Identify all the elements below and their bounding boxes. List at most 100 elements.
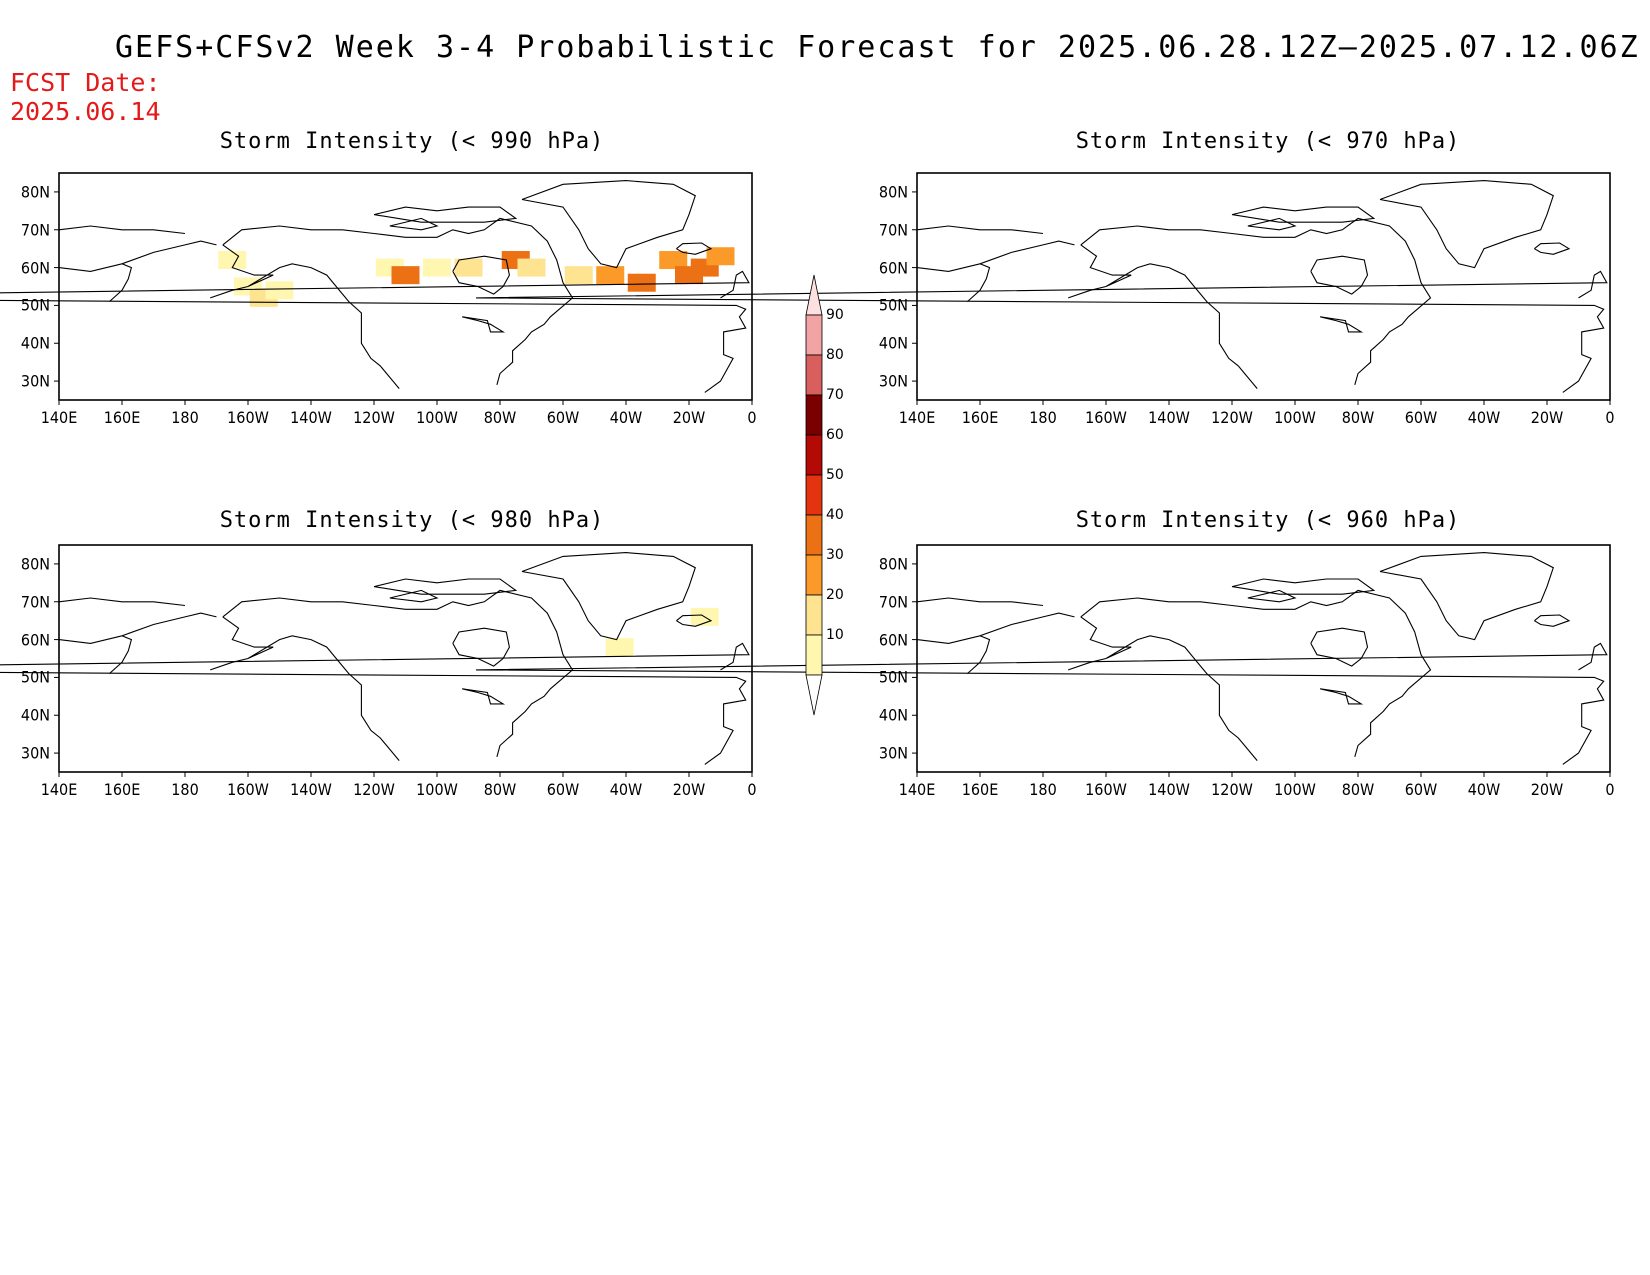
lon-label: 0	[747, 408, 757, 427]
lon-label: 120W	[1211, 780, 1253, 799]
coastline	[967, 263, 991, 303]
coastline	[1080, 616, 1258, 761]
coastline	[1310, 255, 1369, 295]
colorbar-segment	[805, 354, 823, 396]
coastline	[1379, 180, 1554, 269]
coastline	[373, 578, 518, 595]
lat-label: 70N	[20, 220, 50, 240]
map-panel-970	[475, 172, 1611, 405]
coastline	[222, 244, 400, 389]
coastline	[0, 642, 750, 765]
colorbar-segment	[805, 314, 823, 356]
coastline	[1534, 242, 1571, 255]
coastline	[210, 657, 249, 671]
colorbar-segment	[805, 434, 823, 476]
lon-label: 140W	[1148, 408, 1190, 427]
lon-label: 180	[171, 780, 199, 799]
coastline	[916, 225, 1044, 235]
lon-label: 120W	[1211, 408, 1253, 427]
lon-label: 140E	[898, 780, 936, 799]
lon-label: 80W	[1341, 408, 1375, 427]
coastline	[452, 255, 510, 295]
lat-label: 80N	[20, 554, 50, 574]
lon-label: 140W	[290, 780, 332, 799]
lon-label: 140W	[1148, 780, 1190, 799]
lon-label: 40W	[609, 780, 643, 799]
coastline	[0, 270, 750, 393]
lat-label: 40N	[20, 705, 50, 725]
lon-label: 100W	[1274, 780, 1316, 799]
lon-label: 160W	[227, 408, 269, 427]
colorbar-label: 20	[826, 587, 844, 603]
coastline	[58, 240, 217, 272]
colorbar-segment	[805, 634, 823, 676]
prob-cell	[564, 266, 593, 285]
coastline	[1080, 217, 1432, 386]
lon-label: 20W	[1530, 408, 1564, 427]
colorbar-label: 60	[826, 427, 844, 443]
lat-label: 40N	[878, 705, 908, 725]
prob-cell	[218, 251, 247, 270]
map-panel-980	[0, 544, 753, 777]
coastline	[1247, 589, 1297, 603]
lat-label: 60N	[878, 258, 908, 278]
lon-label: 140E	[40, 780, 78, 799]
lat-label: 80N	[878, 554, 908, 574]
panel-title-960: Storm Intensity (< 960 hPa)	[1075, 508, 1461, 533]
coastline	[210, 285, 249, 299]
lat-label: 40N	[20, 333, 50, 353]
coastline	[967, 635, 991, 675]
colorbar-segment	[805, 514, 823, 556]
coastline	[109, 263, 133, 303]
coastline	[222, 589, 574, 758]
lon-label: 100W	[1274, 408, 1316, 427]
lon-label: 60W	[546, 780, 580, 799]
prob-cell	[659, 251, 688, 270]
lat-label: 70N	[20, 592, 50, 612]
map-frame	[58, 544, 753, 773]
coastline	[462, 688, 506, 705]
coastline	[462, 316, 506, 333]
coastline	[1320, 316, 1364, 333]
coastline	[1231, 578, 1376, 595]
coastline	[389, 589, 439, 603]
lon-label: 20W	[672, 408, 706, 427]
lon-label: 180	[1029, 780, 1057, 799]
panel-title-980: Storm Intensity (< 980 hPa)	[219, 508, 605, 533]
map-frame	[916, 544, 1611, 773]
coastline	[916, 240, 1075, 272]
lon-label: 80W	[483, 780, 517, 799]
coastline	[1310, 627, 1369, 667]
lon-label: 80W	[1341, 780, 1375, 799]
colorbar-segment	[805, 594, 823, 636]
coastline	[389, 217, 439, 231]
colorbar-top-arrow	[805, 274, 823, 316]
lat-label: 50N	[878, 295, 908, 315]
lat-label: 30N	[878, 743, 908, 763]
panel-title-990: Storm Intensity (< 990 hPa)	[219, 129, 605, 154]
coastline	[1247, 217, 1297, 231]
prob-cell	[391, 266, 420, 285]
lat-label: 60N	[20, 258, 50, 278]
colorbar-label: 30	[826, 547, 844, 563]
fcst-date-label: FCST Date:	[10, 68, 161, 97]
coastline	[916, 597, 1044, 607]
lat-label: 60N	[878, 630, 908, 650]
coastline	[109, 635, 133, 675]
lon-label: 160W	[227, 780, 269, 799]
prob-cell	[423, 258, 451, 277]
lon-label: 140E	[898, 408, 936, 427]
fcst-date-value: 2025.06.14	[10, 97, 161, 126]
lon-label: 160E	[961, 780, 999, 799]
coastline	[475, 642, 1608, 765]
prob-cell	[517, 258, 546, 277]
lon-label: 180	[171, 408, 199, 427]
lon-label: 120W	[353, 408, 395, 427]
coastline	[1320, 688, 1364, 705]
panel-title-970: Storm Intensity (< 970 hPa)	[1075, 129, 1461, 154]
prob-cell	[596, 266, 625, 285]
coastline	[1068, 657, 1107, 671]
prob-cell	[265, 281, 294, 300]
coastline	[452, 627, 510, 667]
